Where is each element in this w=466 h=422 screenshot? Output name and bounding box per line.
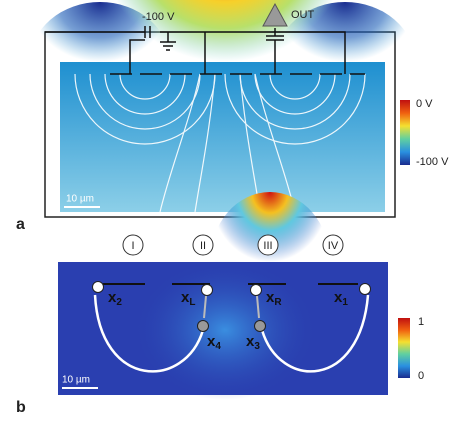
site-label-sub: 4 bbox=[215, 341, 221, 352]
panel-a: -100 V OUT 10 µm 0 V -100 V a bbox=[16, 0, 449, 233]
site-label-sub: R bbox=[274, 297, 282, 308]
electrode-label: I bbox=[131, 240, 134, 252]
site bbox=[360, 284, 371, 295]
site bbox=[198, 321, 209, 332]
site-label-sub: 2 bbox=[116, 297, 122, 308]
field-region bbox=[210, 192, 330, 332]
colorbar-bottom: -100 V bbox=[416, 156, 449, 168]
site bbox=[93, 282, 104, 293]
colorbar bbox=[400, 100, 410, 165]
electrode-label: II bbox=[200, 240, 206, 252]
colorbar bbox=[398, 318, 410, 378]
site-label-sub: L bbox=[189, 297, 195, 308]
colorbar-top: 1 bbox=[418, 316, 424, 328]
site bbox=[202, 285, 213, 296]
output-label: OUT bbox=[291, 9, 315, 21]
site-label-sub: 1 bbox=[342, 297, 348, 308]
electrode-label: IV bbox=[328, 240, 339, 252]
site bbox=[251, 285, 262, 296]
colorbar-top: 0 V bbox=[416, 98, 433, 110]
scale-label: 10 µm bbox=[62, 375, 90, 386]
scale-label: 10 µm bbox=[66, 194, 94, 205]
colorbar-bottom: 0 bbox=[418, 370, 424, 382]
site-label-sub: 3 bbox=[254, 341, 260, 352]
site bbox=[255, 321, 266, 332]
figure: -100 V OUT 10 µm 0 V -100 V a 10 µm 1 0 … bbox=[0, 0, 466, 422]
panel-label: b bbox=[16, 399, 26, 416]
electrode-label: III bbox=[263, 240, 272, 252]
bias-label: -100 V bbox=[142, 11, 175, 23]
panel-label: a bbox=[16, 216, 25, 233]
